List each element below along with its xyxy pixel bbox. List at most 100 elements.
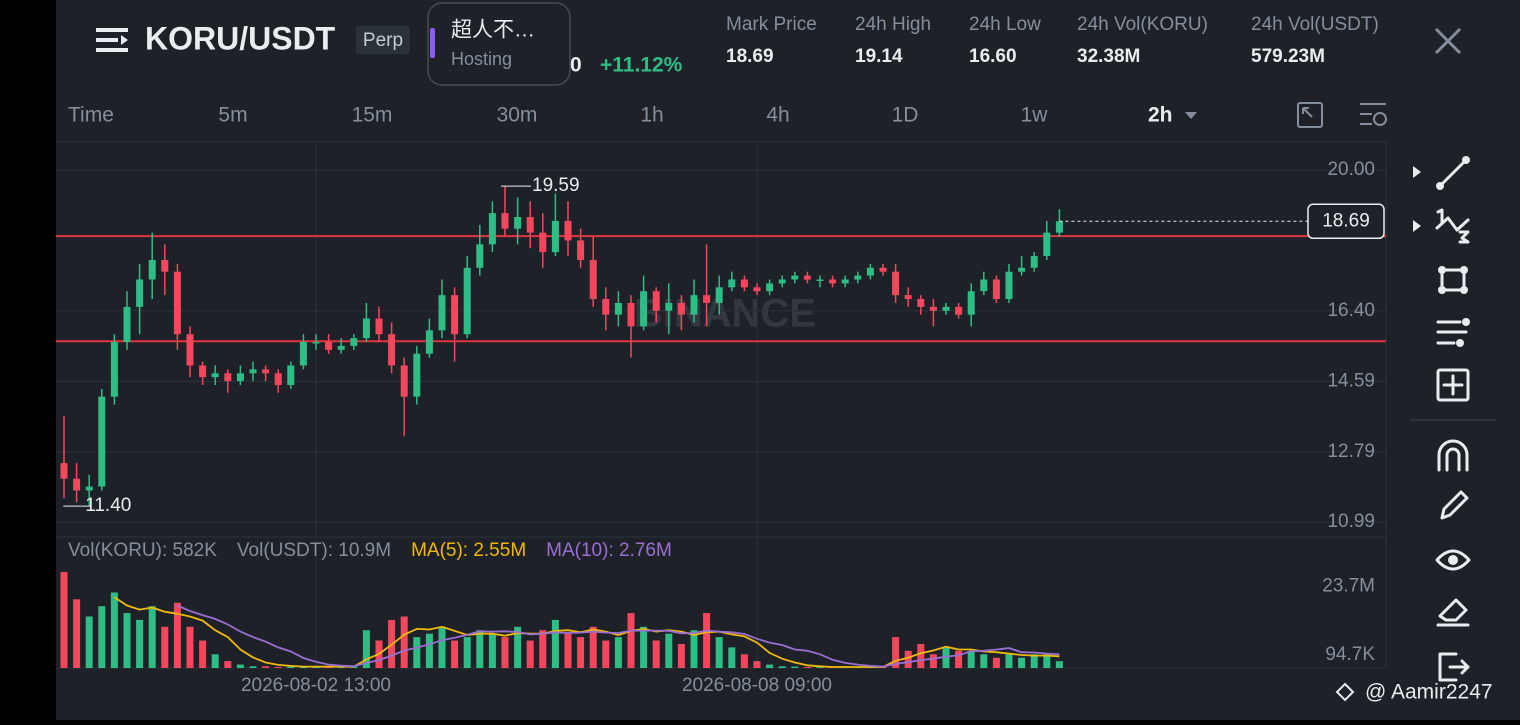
candle-body [879,267,887,272]
interval-option[interactable]: 1w [1021,104,1049,127]
candle-body [866,267,874,276]
interval-option[interactable]: 15m [352,104,393,127]
eraser-tool[interactable] [1436,598,1470,627]
volume-legend: MA(10): 2.76M [546,540,672,561]
stat-value: 32.38M [1077,46,1140,67]
candle-body [236,373,244,382]
volume-bar [539,630,547,668]
volume-bar [665,633,673,668]
candle-body [652,291,660,311]
volume-bar [703,613,711,668]
menu-bar [96,48,128,52]
volume-bar [577,637,585,668]
candle-body [350,338,358,346]
last-price-label: 18.69 [1322,210,1370,231]
chart-area [56,142,1386,668]
volume-tick-label: 94.7K [1325,644,1375,665]
interval-option[interactable]: Time [68,104,114,127]
icon [1460,286,1468,294]
candle-body [476,244,484,268]
left-edge [0,0,56,720]
volume-bar [929,654,937,668]
exit-tool[interactable] [1438,652,1470,682]
stat-label: 24h Vol(KORU) [1077,14,1208,35]
pair-title[interactable]: KORU/USDT [145,20,336,56]
candle-body [1043,232,1051,257]
candle-body [640,291,648,327]
magnet-tool[interactable] [1437,439,1469,472]
pencil-tool[interactable] [1440,490,1469,520]
fullscreen-icon[interactable] [1297,102,1323,128]
volume-bar [123,613,131,668]
volume-bar [627,613,635,668]
icon [1438,266,1446,274]
candle-body [753,287,761,292]
badge: Perp [363,30,403,51]
candle-body [299,342,307,366]
candle-body [892,271,900,296]
interval-option[interactable]: 4h [766,104,789,127]
icon [1440,268,1466,292]
hosting-popup[interactable]: 超人不… Hosting [427,2,571,86]
candle-body [1055,221,1063,233]
volume-bar [715,637,723,668]
icon [1442,374,1464,396]
volume-bar [85,616,93,668]
menu-icon[interactable] [96,28,128,52]
expand-arrow [1413,220,1421,232]
host-name: 超人不… [451,19,535,42]
visibility-tool[interactable] [1435,549,1471,571]
candle-body [249,369,257,374]
last-price-box [1307,203,1385,240]
volume-legend: Vol(USDT): 10.9M [237,540,391,561]
icon [1436,598,1470,627]
candle-body [287,365,295,385]
candle-body [73,478,81,491]
interval-option[interactable]: 30m [497,104,538,127]
close-button[interactable] [1434,27,1462,55]
volume-bar [791,666,799,668]
stat-label: 24h Low [969,14,1041,35]
settings-icon[interactable] [1360,103,1387,126]
candle-body [123,306,131,343]
icon [1462,156,1470,164]
text-tool[interactable] [1436,318,1470,347]
interval-option[interactable]: 1D [892,104,919,127]
menu-arrow [121,35,128,45]
popup-accent [430,28,435,58]
close-icon [1434,27,1462,55]
candle-body [980,279,988,292]
volume-bar [463,637,471,668]
icon-lines [1360,103,1386,125]
interval-option[interactable]: 1h [640,104,663,127]
volume-bar [640,626,648,668]
interval-option[interactable]: 5m [218,104,247,127]
line-tool[interactable] [1436,156,1470,190]
current-interval[interactable]: 2h [1148,104,1173,127]
badge-bg [356,26,410,54]
candle-body [614,302,622,315]
volume-bar [274,666,282,668]
fib-tool[interactable] [1435,208,1470,244]
candle-body [917,299,925,307]
shape-tool[interactable] [1438,266,1468,294]
measure-tool[interactable] [1436,368,1470,402]
low-label: 11.40 [85,495,131,516]
volume-bar [1030,654,1038,668]
candle-body [703,295,711,303]
icon [1436,182,1444,190]
candle-body [526,217,534,233]
candle-body [199,365,207,378]
candle-body [514,217,522,229]
volume-legend: MA(5): 2.55M [411,540,526,561]
candle-body [564,220,572,241]
candle-body [224,373,232,382]
price-chart: 20.00 16.40 14.59 12.79 10.99 2026-08-02 13:0… [56,142,1386,696]
volume-bar [803,666,811,668]
candle-body [425,330,433,354]
volume-bar [413,637,421,668]
candle-body [325,342,333,350]
volume-bar [1005,654,1013,668]
y-tick-label: 20.00 [1327,159,1375,180]
icon [1456,339,1464,347]
